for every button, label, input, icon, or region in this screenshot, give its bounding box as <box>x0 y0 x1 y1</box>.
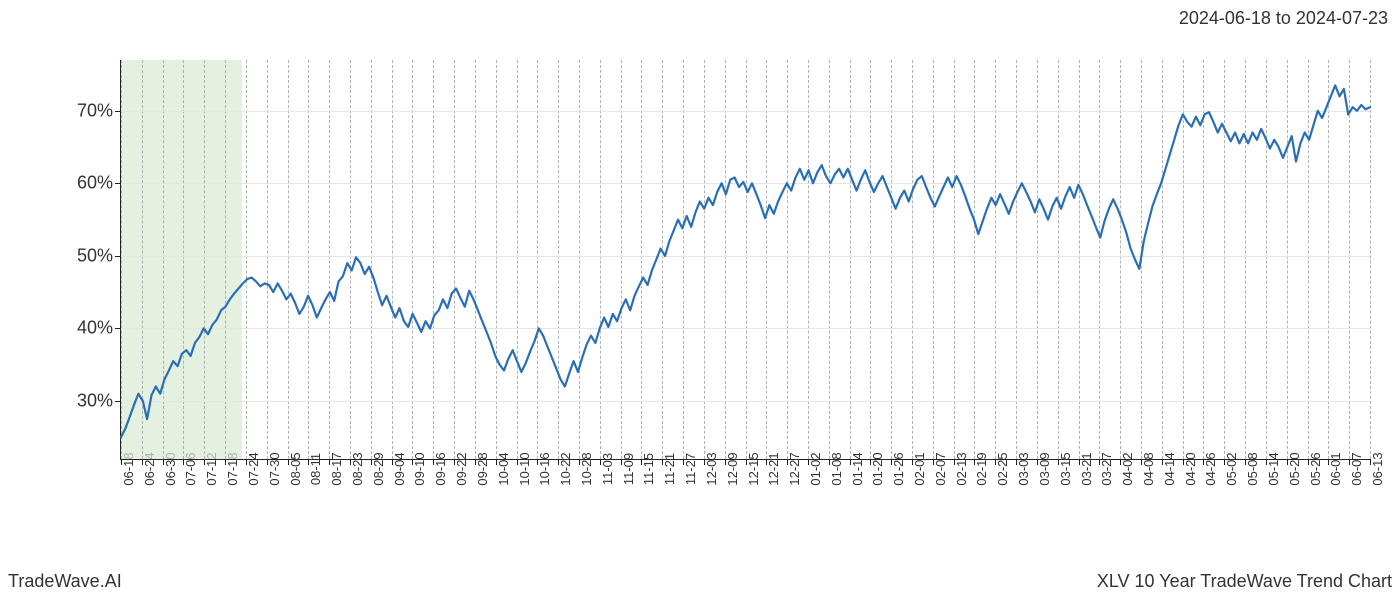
ytick-label: 50% <box>77 245 113 266</box>
xtick-label: 06-13 <box>1370 452 1385 485</box>
ytick-label: 60% <box>77 173 113 194</box>
ytick-label: 40% <box>77 318 113 339</box>
plot-area: 06-1806-2406-3007-0607-1207-1807-2407-30… <box>120 60 1370 460</box>
ytick-label: 70% <box>77 100 113 121</box>
chart: 06-1806-2406-3007-0607-1207-1807-2407-30… <box>40 50 1380 540</box>
vgrid <box>1370 60 1371 459</box>
ytick-label: 30% <box>77 390 113 411</box>
date-range: 2024-06-18 to 2024-07-23 <box>1179 8 1388 29</box>
footer-brand: TradeWave.AI <box>8 571 122 592</box>
series-line <box>121 85 1370 437</box>
footer-caption: XLV 10 Year TradeWave Trend Chart <box>1097 571 1392 592</box>
line-layer <box>121 60 1370 459</box>
